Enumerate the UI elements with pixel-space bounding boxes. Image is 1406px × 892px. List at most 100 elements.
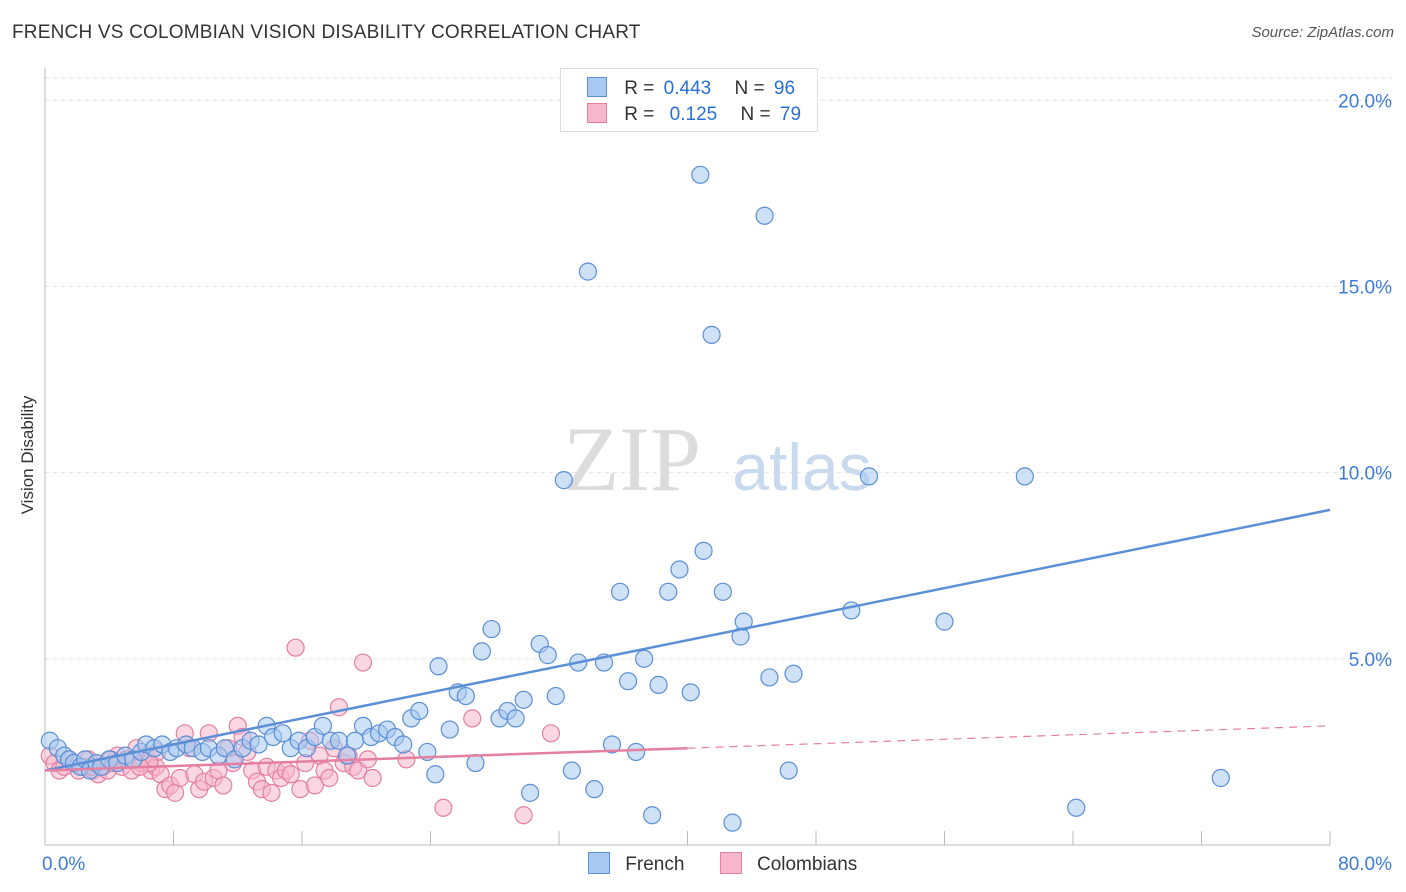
data-point [363,768,382,788]
data-point [643,806,662,825]
series-legend: French Colombians [588,852,857,876]
data-point [305,776,324,795]
data-point [546,686,565,706]
trend-lines [44,508,1331,772]
watermark-atlas: atlas [732,430,871,504]
data-point [456,686,475,706]
data-point [760,668,779,687]
data-point [610,582,630,601]
data-point [618,672,638,691]
legend-n-label: N = [740,104,771,125]
trend-line [44,746,688,772]
data-point [1015,467,1034,486]
data-point [723,813,742,832]
axes [44,68,1331,846]
data-point [249,735,268,754]
y-tick-labels: 5.0% 10.0% 15.0% 20.0% [1338,91,1392,670]
data-point [755,206,774,225]
series-swatch-colombians [719,852,742,874]
data-point [514,806,533,825]
legend-n-label: N = [734,78,765,99]
x-tick-label: 80.0% [1338,854,1392,875]
watermark: ZIP atlas [563,408,872,510]
data-point [429,657,448,676]
data-point [702,325,721,345]
data-point [859,467,879,486]
legend-r-value: 0.443 [663,78,712,99]
data-point [649,675,668,694]
trend-line-dashed [687,725,1331,749]
data-point [694,541,713,560]
data-point [842,601,861,620]
data-point [320,768,339,788]
source-label: Source: ZipAtlas.com [1251,24,1394,41]
chart-title: FRENCH VS COLOMBIAN VISION DISABILITY CO… [12,22,641,43]
legend-row-colombians: R = 0.125 N = 79 [587,103,802,125]
data-point [635,649,654,668]
data-point [463,709,482,728]
legend-swatch-colombians [587,103,607,123]
data-point [440,720,459,739]
y-tick-label: 10.0% [1338,464,1392,485]
x-tick-labels: 0.0% 80.0% [42,854,1392,875]
data-point [659,582,678,601]
data-point [345,731,365,750]
data-point [1211,768,1230,788]
legend-r-value: 0.125 [669,104,718,125]
legend-swatch-french [587,77,607,97]
data-point [514,690,533,709]
series-label-french: French [625,854,685,875]
data-point [585,780,604,799]
watermark-zip: ZIP [563,408,701,510]
legend-row-french: R = 0.443 N = 96 [587,77,796,99]
data-point [281,765,300,784]
legend-n-value: 96 [773,78,796,99]
data-point [273,724,292,743]
data-point [394,735,413,754]
data-point [410,701,429,721]
data-point [472,642,491,661]
data-point [784,664,803,683]
trend-line [44,508,1331,772]
data-point [935,612,954,631]
data-point [691,165,710,184]
data-point [578,262,598,281]
data-point [541,724,561,743]
y-tick-label: 15.0% [1338,278,1392,299]
data-point [434,798,453,817]
x-tick-label: 0.0% [42,854,85,875]
legend-n-value: 79 [779,104,802,125]
grid-lines [45,77,1392,660]
data-point [482,619,501,639]
data-point [214,776,233,795]
data-point [779,761,798,780]
data-point [426,765,445,784]
data-point [337,746,357,765]
data-point [506,709,525,728]
series-swatch-french [588,852,610,874]
legend-r-label: R = [624,104,655,125]
data-point [626,742,646,762]
data-point [286,638,305,657]
data-point [734,612,753,631]
data-point [554,471,573,490]
data-point [562,761,581,780]
data-point [681,683,700,702]
legend-r-label: R = [624,78,655,99]
data-point [313,716,332,735]
data-point [602,735,622,754]
data-point [670,560,689,579]
data-point [538,646,557,665]
data-point [329,731,349,750]
data-point [713,582,732,601]
series-label-colombians: Colombians [756,854,858,875]
stats-legend: R = 0.443 N = 96 R = 0.125 N = 79 [560,68,818,132]
data-point [353,653,373,672]
data-point [466,753,485,773]
data-point [262,783,281,802]
data-point [1067,798,1086,817]
data-point [520,783,540,802]
y-tick-label: 20.0% [1338,91,1392,112]
y-tick-label: 5.0% [1349,650,1392,671]
